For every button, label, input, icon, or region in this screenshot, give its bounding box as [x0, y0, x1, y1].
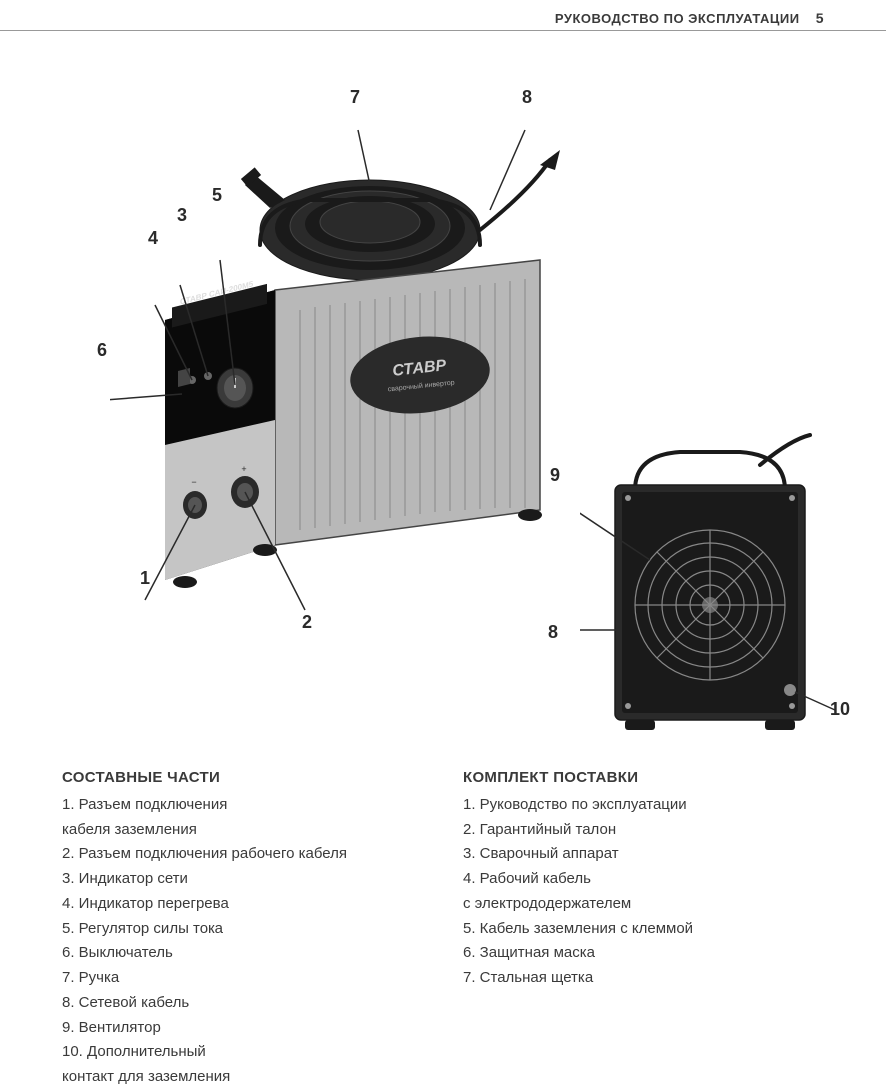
components-item: 8. Сетевой кабель: [62, 991, 423, 1016]
components-item: 6. Выключатель: [62, 941, 423, 966]
package-item: 3. Сварочный аппарат: [463, 842, 824, 867]
components-item: 5. Регулятор силы токa: [62, 917, 423, 942]
callout-7: 7: [350, 87, 360, 108]
package-item: 7. Стальная щетка: [463, 966, 824, 991]
callout-9: 9: [550, 465, 560, 486]
callout-4: 4: [148, 228, 158, 249]
callout-8-top: 8: [522, 87, 532, 108]
components-item: 4. Индикатор перегрева: [62, 892, 423, 917]
components-column: СОСТАВНЫЕ ЧАСТИ 1. Разъем подключения ка…: [62, 766, 423, 1090]
text-columns: СОСТАВНЫЕ ЧАСТИ 1. Разъем подключения ка…: [62, 766, 824, 1090]
package-item: 5. Кабель заземления с клеммой: [463, 917, 824, 942]
package-item: 1. Руководство по эксплуатации: [463, 793, 824, 818]
page-header: РУКОВОДСТВО ПО ЭКСПЛУАТАЦИИ 5: [555, 10, 824, 26]
callout-1: 1: [140, 568, 150, 589]
package-heading: КОМПЛЕКТ ПОСТАВКИ: [463, 766, 824, 791]
components-item: 9. Вентилятор: [62, 1016, 423, 1041]
callout-2: 2: [302, 612, 312, 633]
components-item: 10. Дополнительный: [62, 1040, 423, 1065]
svg-text:−: −: [191, 477, 196, 487]
components-item: 2. Разъем подключения рабочего кабеля: [62, 842, 423, 867]
package-item: 6. Защитная маска: [463, 941, 824, 966]
components-item: 7. Ручка: [62, 966, 423, 991]
components-item: контакт для заземления: [62, 1065, 423, 1090]
header-title: РУКОВОДСТВО ПО ЭКСПЛУАТАЦИИ: [555, 11, 800, 26]
package-item: с электрододержателем: [463, 892, 824, 917]
device-front-illustration: СТАВР сварочный инвертор СТАВР САИ-200М5…: [110, 100, 590, 620]
header-rule: [0, 30, 886, 31]
page-number: 5: [816, 10, 824, 26]
callout-10: 10: [830, 699, 850, 720]
callout-3: 3: [177, 205, 187, 226]
callout-5: 5: [212, 185, 222, 206]
callout-8-rear: 8: [548, 622, 558, 643]
components-heading: СОСТАВНЫЕ ЧАСТИ: [62, 766, 423, 791]
components-item: 1. Разъем подключения: [62, 793, 423, 818]
package-item: 4. Рабочий кабель: [463, 867, 824, 892]
diagram-area: СТАВР сварочный инвертор СТАВР САИ-200М5…: [0, 60, 886, 740]
package-column: КОМПЛЕКТ ПОСТАВКИ 1. Руководство по эксп…: [463, 766, 824, 1090]
components-item: 3. Индикатор сети: [62, 867, 423, 892]
package-item: 2. Гарантийный талон: [463, 818, 824, 843]
svg-text:+: +: [241, 464, 246, 474]
components-item: кабеля заземления: [62, 818, 423, 843]
callout-6: 6: [97, 340, 107, 361]
device-rear-illustration: [580, 430, 840, 750]
